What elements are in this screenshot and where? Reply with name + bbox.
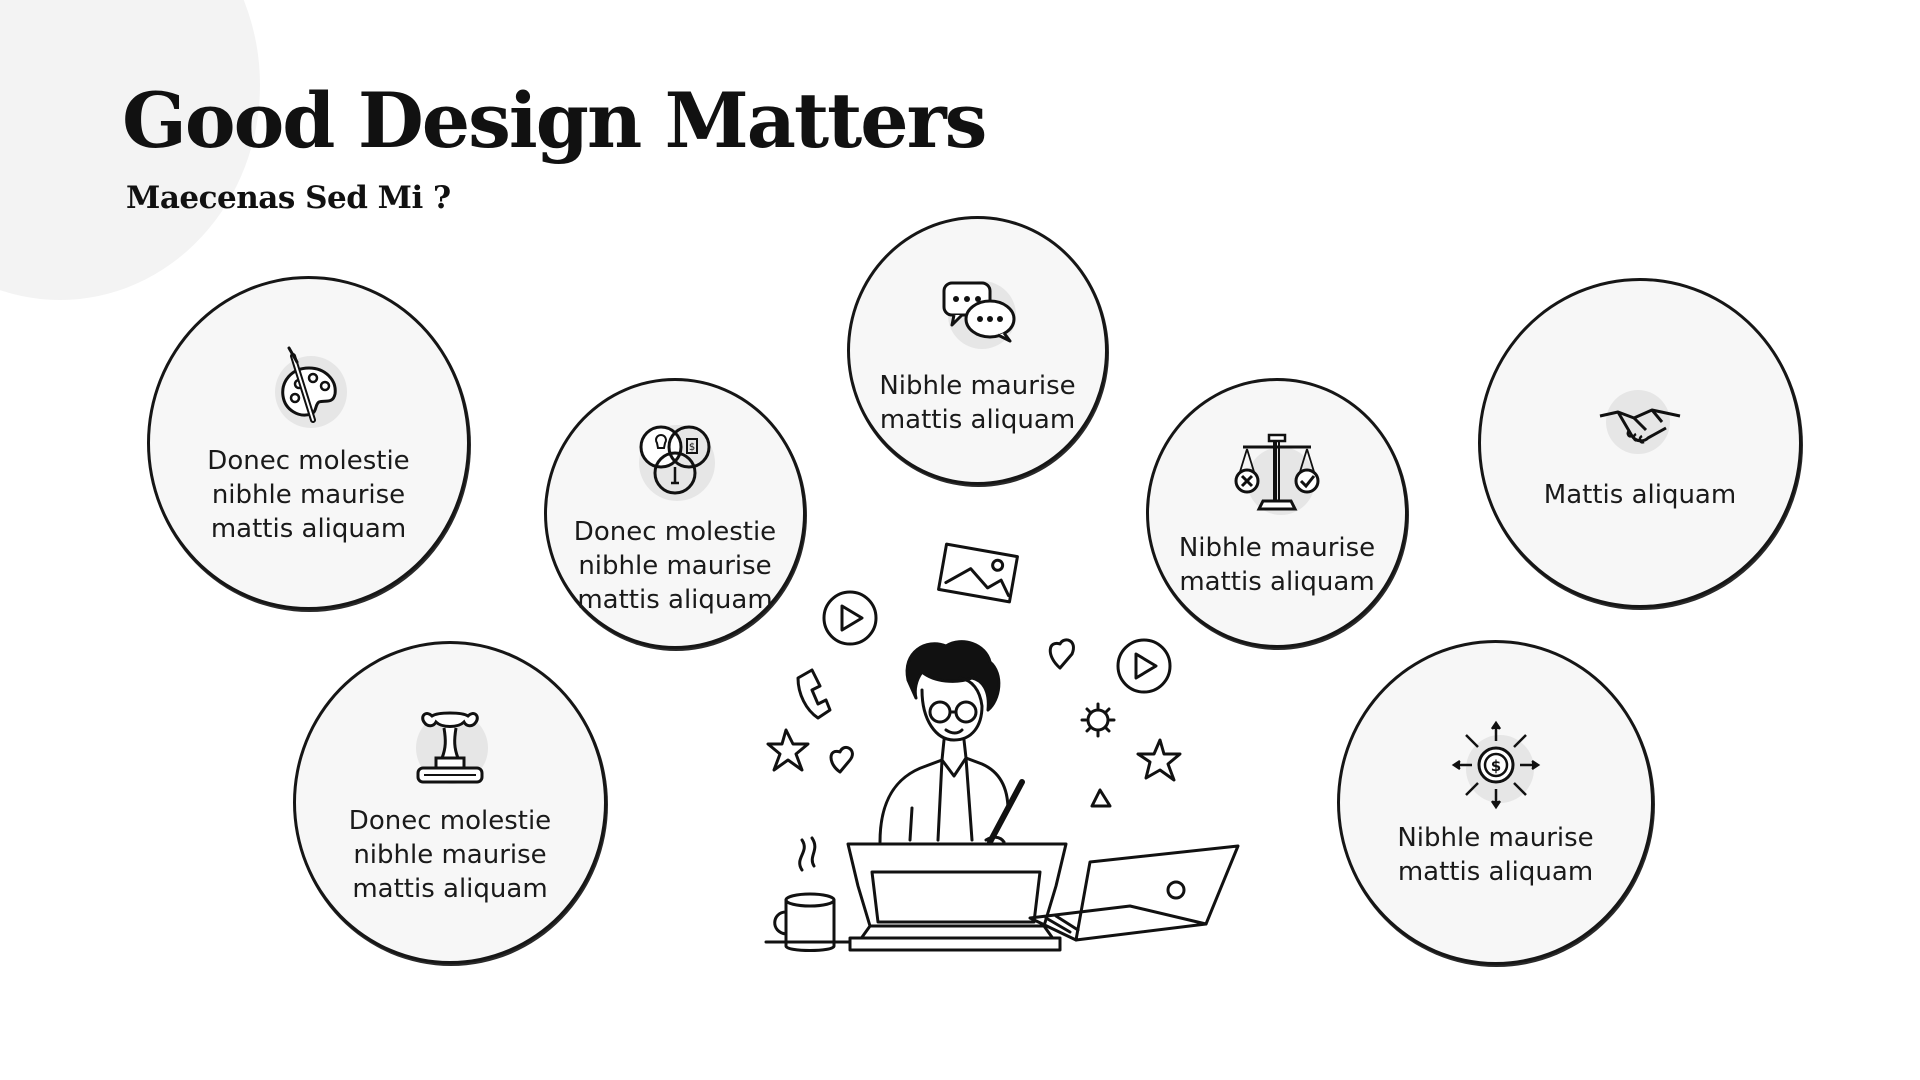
bubble-text: Mattis aliquam	[1543, 480, 1737, 510]
feature-bubble-palette: Donec molestie nibhle maurise mattis ali…	[147, 276, 470, 610]
svg-text:$: $	[1490, 757, 1500, 775]
bubble-text: Donec molestie nibhle maurise mattis ali…	[573, 516, 777, 615]
feature-bubble-handshake: Mattis aliquam	[1478, 278, 1802, 608]
dollar-coin-icon: $	[1448, 717, 1544, 813]
feature-bubble-chat: Nibhle maurise mattis aliquam	[847, 216, 1108, 485]
bubble-text: Donec molestie nibhle maurise mattis ali…	[348, 805, 552, 904]
heart-icon-small	[829, 746, 854, 774]
gear-icon	[1086, 708, 1110, 732]
phone-icon	[796, 668, 832, 720]
star-icon-right	[1136, 738, 1182, 782]
image-icon	[937, 542, 1019, 604]
star-icon	[766, 728, 810, 772]
triangle-icon	[1090, 788, 1112, 808]
designer-at-desk-illustration	[690, 540, 1260, 980]
balance-scale-icon	[1229, 427, 1325, 523]
feature-bubble-dollar: $ Nibhle maurise mattis aliquam	[1337, 640, 1654, 965]
svg-text:$: $	[689, 442, 695, 453]
trophy-icon	[402, 700, 498, 796]
feature-bubble-venn: $ Donec molestie nibhle maurise mattis a…	[544, 378, 806, 649]
feature-bubble-trophy: Donec molestie nibhle maurise mattis ali…	[293, 641, 607, 964]
handshake-icon	[1592, 374, 1688, 470]
chat-bubbles-icon	[930, 265, 1026, 361]
bubble-text: Nibhle maurise mattis aliquam	[879, 370, 1076, 435]
page-title: Good Design Matters	[122, 76, 987, 165]
play-icon-right	[1116, 638, 1172, 694]
bubble-text: Nibhle maurise mattis aliquam	[1178, 533, 1376, 597]
heart-icon	[1048, 638, 1075, 670]
venn-diagram-icon: $	[627, 411, 723, 507]
play-icon	[822, 590, 878, 646]
bubble-text: Nibhle maurise mattis aliquam	[1397, 822, 1594, 887]
bubble-text: Donec molestie nibhle maurise mattis ali…	[207, 446, 410, 544]
page-subtitle: Maecenas Sed Mi ?	[126, 180, 451, 216]
paint-palette-icon	[261, 340, 357, 436]
feature-bubble-scale: Nibhle maurise mattis aliquam	[1146, 378, 1408, 648]
